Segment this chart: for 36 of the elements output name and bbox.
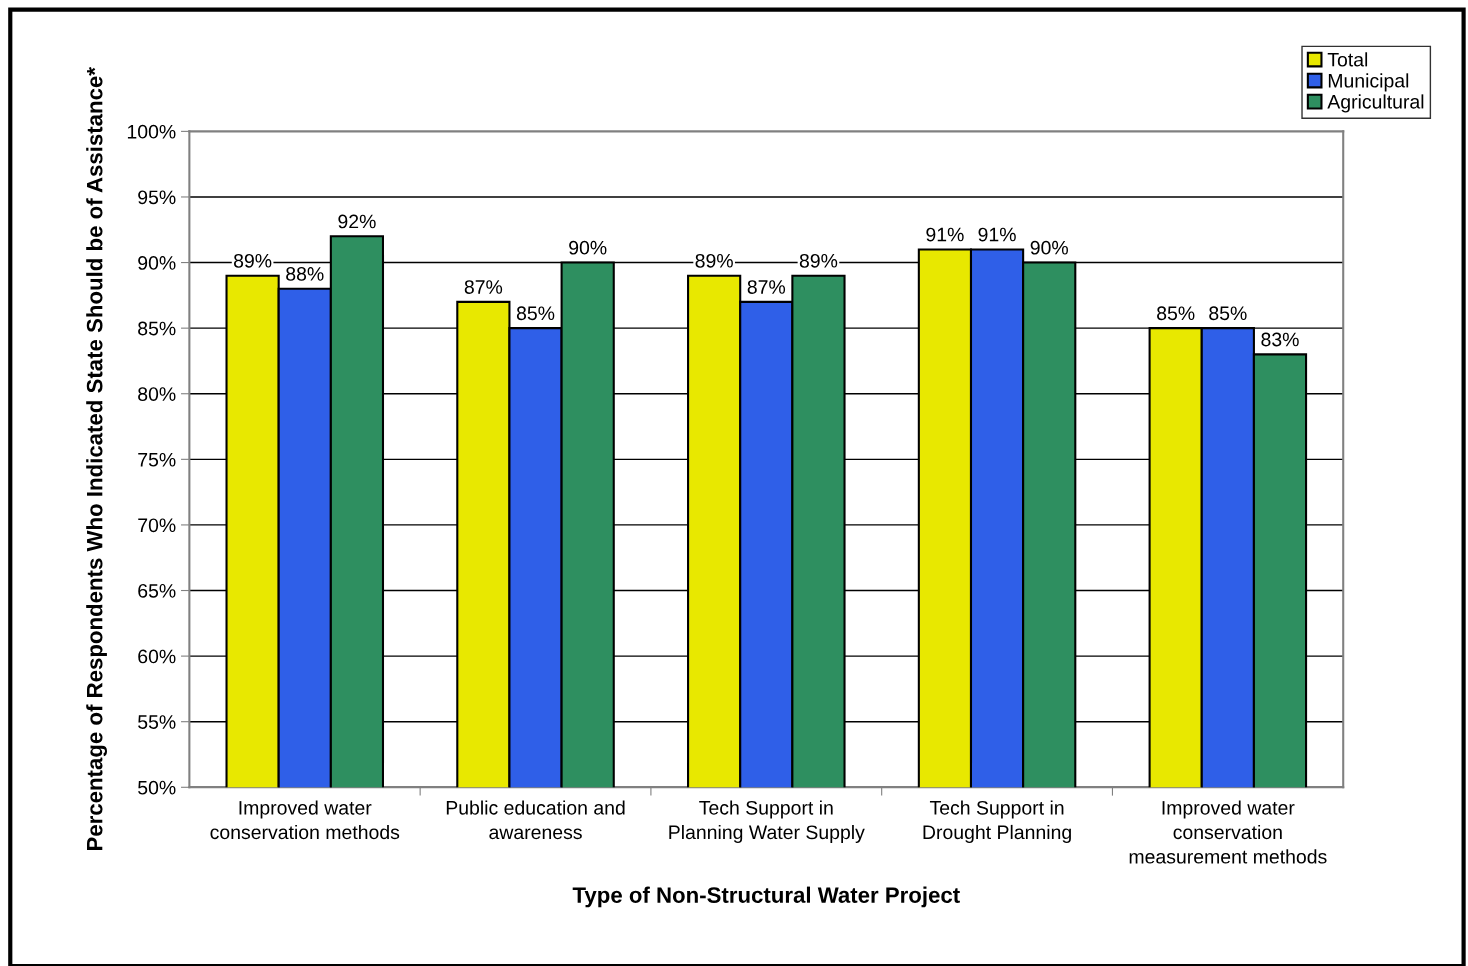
x-tick-label: Tech Support in Drought Planning (923, 800, 1071, 843)
data-label: 89% (799, 253, 838, 268)
data-label: 88% (286, 267, 324, 281)
data-label: 89% (233, 253, 272, 268)
y-tick-label: 80% (138, 387, 176, 401)
x-tick-label: Improved water conservation measurement methods (1129, 800, 1327, 864)
data-label: 90% (1030, 240, 1068, 255)
x-tick-label: Public education and awareness (446, 800, 625, 840)
y-axis-title: Percentage of Respondents Who Indicated State Should be of Assistance* (86, 67, 107, 851)
y-tick-label: 60% (138, 649, 176, 664)
y-tick-label: 55% (138, 715, 176, 729)
y-tick-label: 70% (138, 518, 176, 533)
data-label: 85% (1157, 306, 1195, 321)
y-tick-label: 65% (138, 583, 176, 598)
data-label: 87% (747, 280, 786, 294)
y-tick-label: 75% (138, 452, 176, 467)
data-label: 87% (464, 280, 503, 294)
data-label: 91% (926, 227, 964, 242)
legend-label: Agricultural (1327, 94, 1424, 113)
data-label: 91% (978, 227, 1016, 242)
legend-label: Total (1327, 52, 1368, 67)
x-tick-label: Improved water conservation methods (210, 800, 400, 840)
data-label: 92% (338, 214, 376, 229)
y-tick-label: 100% (127, 124, 176, 139)
data-label: 89% (695, 253, 733, 268)
y-tick-label: 95% (138, 190, 176, 205)
x-axis-title: Type of Non-Structural Water Project (572, 886, 960, 908)
data-label: 85% (1209, 306, 1247, 321)
data-label: 90% (569, 240, 607, 255)
legend-label: Municipal (1328, 73, 1409, 92)
y-tick-label: 50% (138, 780, 176, 795)
y-tick-label: 90% (138, 256, 176, 270)
x-tick-label: Tech Support in Planning Water Supply (669, 800, 865, 843)
data-label: 83% (1261, 332, 1299, 347)
y-tick-label: 85% (138, 321, 176, 336)
data-label: 85% (516, 306, 555, 321)
